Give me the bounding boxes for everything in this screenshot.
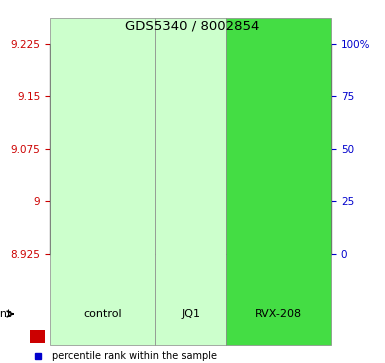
Text: GSM1239646: GSM1239646 — [133, 253, 142, 304]
Text: percentile rank within the sample: percentile rank within the sample — [52, 351, 217, 361]
FancyBboxPatch shape — [52, 255, 83, 302]
Bar — [129, 138, 147, 254]
FancyBboxPatch shape — [228, 255, 259, 302]
FancyBboxPatch shape — [157, 255, 189, 302]
Bar — [94, 114, 112, 254]
Bar — [234, 89, 252, 254]
Bar — [164, 152, 182, 254]
Text: GSM1239651: GSM1239651 — [309, 253, 318, 304]
Text: agent: agent — [0, 309, 12, 319]
Bar — [30, 330, 45, 343]
Text: control: control — [84, 309, 122, 319]
Text: GSM1239649: GSM1239649 — [239, 253, 248, 304]
Text: GSM1239644: GSM1239644 — [63, 253, 72, 304]
Text: RVX-208: RVX-208 — [255, 309, 302, 319]
FancyBboxPatch shape — [192, 255, 224, 302]
Text: GSM1239647: GSM1239647 — [169, 253, 177, 304]
Bar — [305, 149, 322, 254]
Text: transformed count: transformed count — [52, 332, 143, 342]
Bar — [199, 254, 217, 303]
Text: GSM1239650: GSM1239650 — [274, 253, 283, 304]
FancyBboxPatch shape — [122, 255, 153, 302]
FancyBboxPatch shape — [87, 255, 118, 302]
Text: GDS5340 / 8002854: GDS5340 / 8002854 — [125, 20, 260, 33]
Bar — [59, 149, 76, 254]
FancyBboxPatch shape — [263, 255, 294, 302]
FancyBboxPatch shape — [298, 255, 329, 302]
Bar — [270, 79, 287, 254]
Text: GSM1239648: GSM1239648 — [204, 253, 213, 304]
Text: JQ1: JQ1 — [181, 309, 200, 319]
Text: GSM1239645: GSM1239645 — [98, 253, 107, 304]
